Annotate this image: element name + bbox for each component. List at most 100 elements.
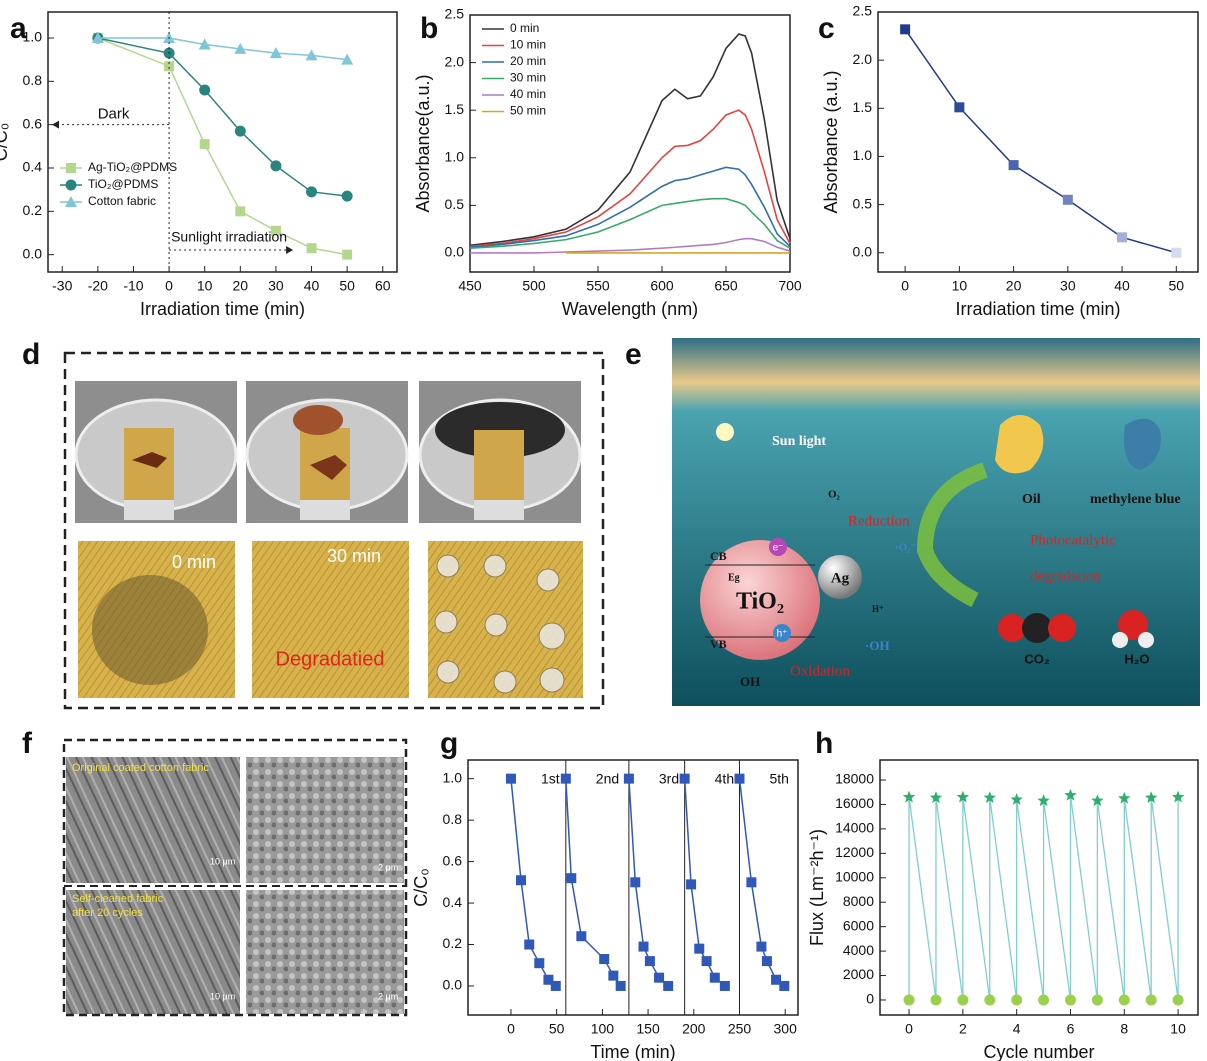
point — [680, 774, 690, 784]
figure: d 0 min 30 min Degradatied e Sun light O… — [0, 0, 1207, 1061]
x-tick-label: 4 — [1013, 1021, 1021, 1037]
arrow-head — [52, 121, 59, 129]
y-tick-label: 10000 — [835, 868, 874, 884]
y-tick-label: 0.5 — [853, 195, 873, 211]
point — [1146, 994, 1157, 1005]
point — [1119, 994, 1130, 1005]
caption: Degradatied — [276, 648, 385, 670]
point — [694, 944, 704, 954]
point — [1173, 994, 1184, 1005]
x-tick-label: 0 — [901, 278, 909, 294]
legend-label: TiO₂@PDMS — [88, 177, 158, 191]
panel-d: d 0 min 30 min Degradatied — [22, 338, 603, 708]
x-tick-label: 300 — [774, 1021, 798, 1037]
scale-bar: 10 μm — [210, 991, 235, 1001]
label: Sun light — [772, 434, 826, 449]
point — [1009, 160, 1019, 170]
x-tick-label: 10 — [197, 278, 213, 294]
point — [734, 774, 744, 784]
point — [663, 981, 673, 991]
x-tick-label: 10 — [1170, 1021, 1186, 1037]
x-tick-label: -20 — [88, 278, 108, 294]
y-tick-label: 0.2 — [443, 935, 463, 951]
point — [534, 958, 544, 968]
x-tick-label: 550 — [586, 278, 610, 294]
legend-label: 0 min — [510, 21, 539, 35]
point — [199, 85, 210, 96]
point — [506, 774, 516, 784]
x-tick-label: 40 — [1114, 278, 1130, 294]
cycle-label: 1st — [541, 771, 560, 787]
panel-f: f Original coated cotton fabric Self-cle… — [22, 727, 406, 1015]
point — [702, 956, 712, 966]
panel-label: f — [22, 727, 33, 760]
x-tick-label: 50 — [339, 278, 355, 294]
point — [524, 940, 534, 950]
point — [1011, 994, 1022, 1005]
point — [566, 873, 576, 883]
y-tick-label: 0.6 — [443, 852, 463, 868]
y-tick-label: 0.0 — [23, 245, 43, 261]
sun — [716, 423, 734, 441]
point — [235, 126, 246, 137]
panel-label: g — [440, 727, 458, 760]
y-axis-label: Flux (Lm⁻²h⁻¹) — [807, 829, 827, 946]
y-tick-label: 1.5 — [853, 99, 873, 115]
x-axis-label: Cycle number — [983, 1042, 1094, 1061]
caption: Original coated cotton fabric — [72, 762, 209, 774]
label: methylene blue — [1090, 492, 1181, 507]
y-tick-label: 0.5 — [445, 196, 465, 212]
legend-label: 50 min — [510, 104, 546, 118]
label: O₂ — [828, 489, 841, 501]
y-tick-label: 1.0 — [23, 29, 43, 45]
x-tick-label: 50 — [549, 1021, 565, 1037]
point — [746, 877, 756, 887]
x-tick-label: 2 — [959, 1021, 967, 1037]
x-tick-label: 0 — [165, 278, 173, 294]
point — [342, 250, 352, 260]
x-tick-label: 0 — [905, 1021, 913, 1037]
y-tick-label: 16000 — [835, 795, 874, 811]
plot-frame — [878, 12, 1198, 272]
point — [608, 971, 618, 981]
label: VB — [710, 637, 727, 651]
point — [342, 191, 353, 202]
point — [616, 981, 626, 991]
point — [930, 994, 941, 1005]
legend-label: 20 min — [510, 54, 546, 68]
point — [904, 994, 915, 1005]
label: Photocatalytic — [1030, 532, 1116, 548]
series-line — [905, 29, 1176, 252]
point — [954, 102, 964, 112]
label: CO₂ — [1024, 651, 1050, 666]
point — [270, 160, 281, 171]
y-tick-label: 0.8 — [443, 811, 463, 827]
point — [306, 186, 317, 197]
point — [762, 956, 772, 966]
panel-label: h — [815, 727, 833, 760]
point — [66, 180, 77, 191]
y-tick-label: 2000 — [843, 966, 874, 982]
y-tick-label: 6000 — [843, 917, 874, 933]
x-tick-label: 700 — [778, 278, 802, 294]
x-tick-label: 450 — [458, 278, 482, 294]
x-tick-label: 20 — [233, 278, 249, 294]
y-tick-label: 1.0 — [445, 148, 465, 164]
x-tick-label: 150 — [636, 1021, 660, 1037]
x-tick-label: -30 — [52, 278, 72, 294]
point — [645, 956, 655, 966]
point — [599, 954, 609, 964]
y-axis-label: C/C₀ — [0, 123, 11, 161]
label: e⁻ — [773, 543, 784, 554]
co2-molecule — [998, 613, 1076, 643]
panel-label: d — [22, 338, 40, 371]
point — [686, 879, 696, 889]
label: degradation — [1030, 568, 1101, 584]
y-tick-label: 0.0 — [443, 977, 463, 993]
legend-label: 30 min — [510, 71, 546, 85]
point — [516, 875, 526, 885]
y-tick-label: 0.0 — [445, 244, 465, 260]
x-tick-label: 30 — [268, 278, 284, 294]
y-tick-label: 18000 — [835, 771, 874, 787]
arrow-head — [286, 246, 293, 254]
